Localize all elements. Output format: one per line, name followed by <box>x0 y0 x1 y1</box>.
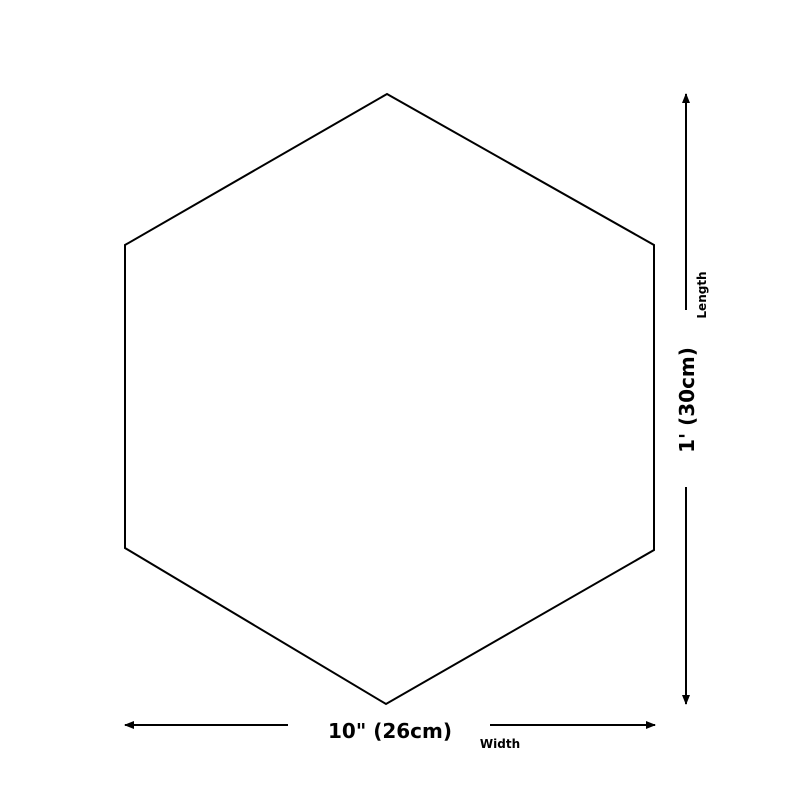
width-value: 10" (26cm) <box>328 719 452 743</box>
hexagon-shape <box>124 92 655 706</box>
height-value: 1' (30cm) <box>675 347 699 453</box>
width-label: Width <box>480 737 520 751</box>
height-label: Length <box>695 271 709 318</box>
